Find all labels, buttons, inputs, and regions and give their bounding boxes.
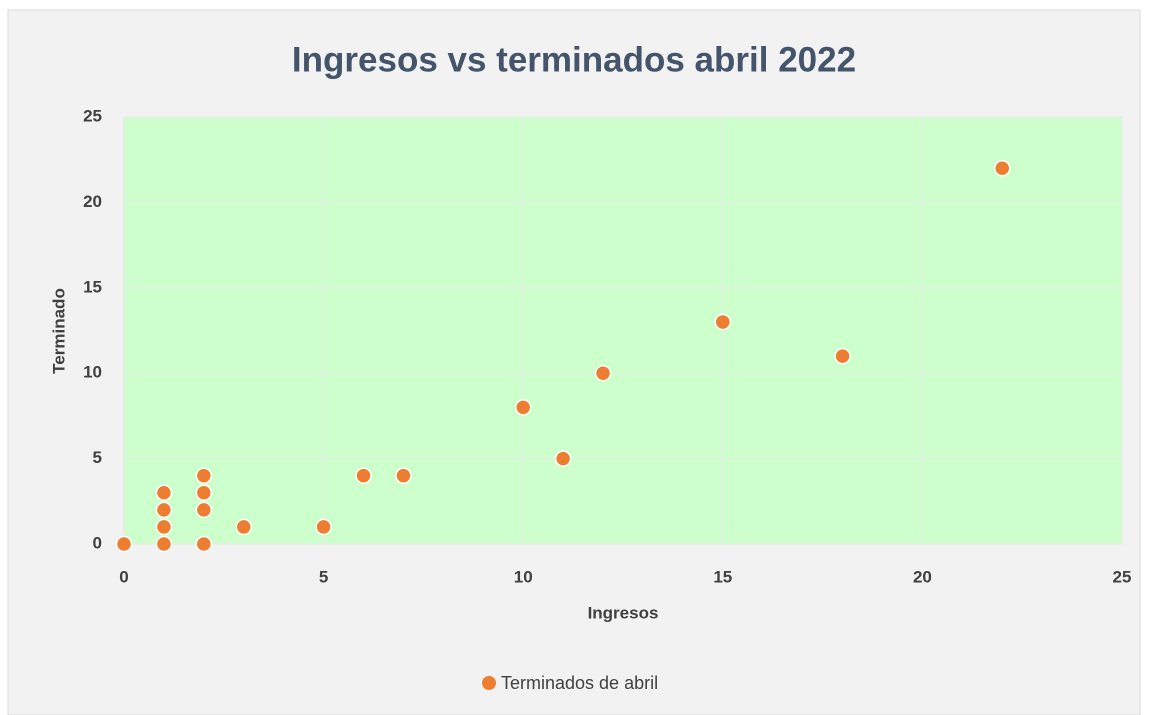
- x-tick-label: 0: [119, 567, 128, 586]
- x-tick-label: 15: [713, 567, 732, 586]
- plot-area: [124, 117, 1122, 544]
- point: [195, 467, 213, 484]
- point: [195, 501, 213, 519]
- point: [355, 467, 372, 484]
- y-tick-label: 10: [83, 363, 102, 382]
- point: [594, 364, 612, 382]
- point: [514, 399, 532, 416]
- point: [993, 159, 1011, 177]
- point: [235, 518, 253, 536]
- x-tick-label: 10: [514, 567, 533, 586]
- point: [395, 467, 412, 484]
- point: [195, 484, 213, 502]
- chart-title: Ingresos vs terminados abril 2022: [292, 40, 856, 79]
- x-tick-label: 25: [1113, 567, 1132, 586]
- y-tick-label: 20: [83, 192, 102, 211]
- point: [554, 450, 572, 467]
- legend-marker: [482, 676, 496, 690]
- legend-label: Terminados de abril: [501, 673, 658, 693]
- y-axis-title: Terminado: [49, 288, 68, 374]
- point: [155, 484, 173, 502]
- point: [195, 535, 213, 553]
- x-tick-label: 5: [319, 567, 328, 586]
- point: [155, 501, 173, 519]
- y-tick-label: 0: [93, 533, 102, 552]
- point: [155, 535, 173, 553]
- x-axis-title: Ingresos: [588, 603, 659, 622]
- point: [315, 518, 332, 536]
- point: [155, 518, 173, 536]
- y-tick-label: 25: [83, 106, 102, 125]
- point: [834, 347, 851, 365]
- x-tick-label: 20: [913, 567, 932, 586]
- point: [714, 313, 732, 331]
- y-tick-label: 5: [93, 448, 102, 467]
- y-tick-label: 15: [83, 277, 102, 296]
- point: [115, 535, 133, 553]
